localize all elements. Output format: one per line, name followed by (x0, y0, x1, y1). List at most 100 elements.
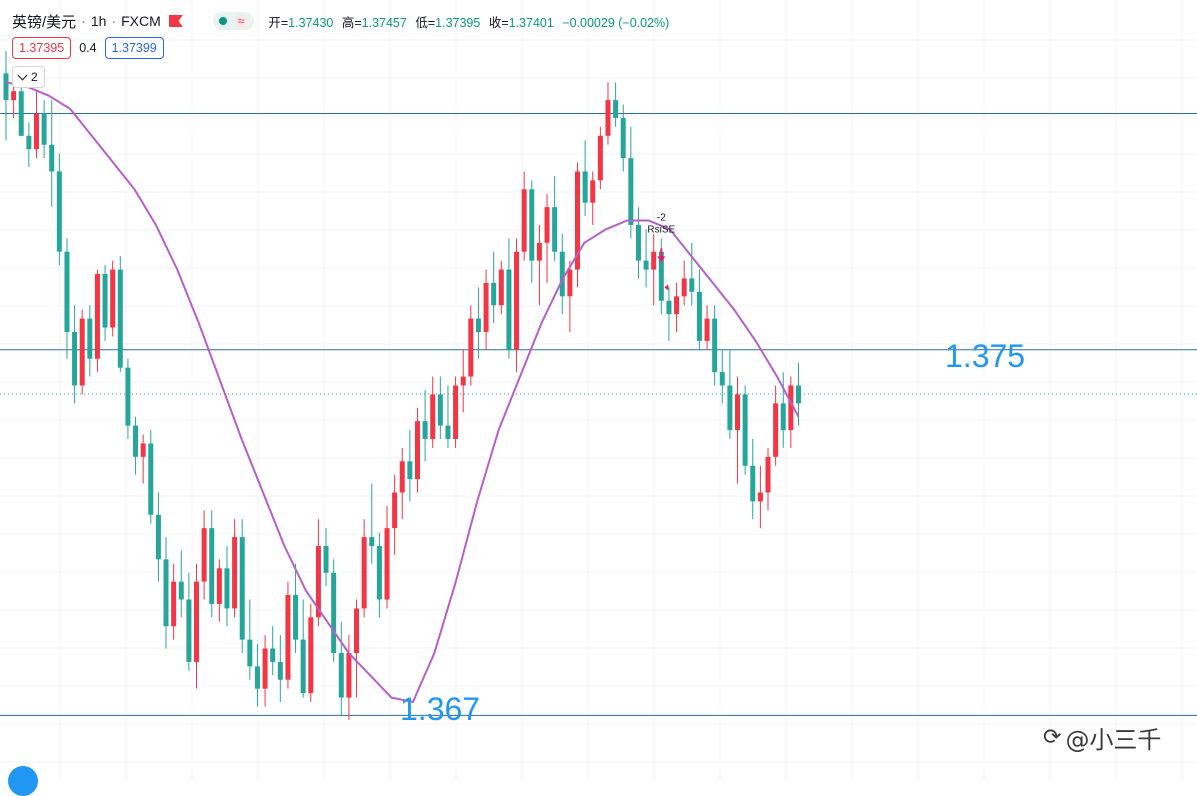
candle-up (544, 207, 550, 243)
ohlc-values: 开=1.37430 高=1.37457 低=1.37395 收=1.37401 … (268, 12, 669, 31)
candle-down (475, 318, 481, 332)
symbol-name[interactable]: 英镑/美元 (12, 13, 77, 31)
candle-up (194, 581, 199, 662)
candle-up (453, 385, 459, 439)
candle-up (788, 385, 794, 431)
candle-down (727, 385, 733, 431)
candle-up (605, 100, 611, 136)
candle-down (338, 652, 344, 698)
candle-up (430, 394, 436, 439)
candle-down (696, 291, 702, 341)
candle-down (102, 274, 108, 328)
exchange-label: FXCM (121, 13, 161, 29)
flag-icon[interactable] (169, 15, 183, 27)
candle-down (209, 528, 215, 604)
candle-down (666, 300, 672, 315)
candle-up (262, 648, 268, 689)
close-label: 收= (488, 15, 509, 30)
low-value: 1.37395 (435, 15, 481, 30)
level-label-1367: 1.367 (400, 691, 481, 728)
candle-down (491, 282, 497, 306)
candle-down (369, 537, 375, 546)
candle-down (719, 372, 725, 386)
candle-up (11, 91, 17, 101)
candle-up (110, 269, 116, 328)
candle-down (18, 91, 24, 136)
open-label: 开= (268, 15, 289, 30)
candle-up (735, 394, 741, 431)
spread-value: 0.4 (79, 41, 97, 55)
candle-up (315, 545, 321, 618)
candle-up (567, 269, 573, 297)
candle-up (681, 278, 687, 297)
candle-up (773, 403, 779, 457)
candle-down (422, 421, 428, 439)
candle-down (750, 465, 756, 502)
candle-down (795, 385, 801, 404)
candle-down (72, 331, 78, 386)
legend-separator: · (81, 13, 86, 29)
candle-down (559, 251, 565, 297)
watermark-text: @小三千 (1065, 726, 1162, 754)
signal-label-top: -2 (657, 212, 666, 223)
candle-down (407, 461, 413, 480)
candle-down (178, 581, 184, 600)
candle-up (94, 274, 100, 359)
candle-up (597, 135, 603, 181)
candle-down (186, 599, 192, 662)
candle-down (64, 251, 70, 332)
candle-up (757, 492, 763, 502)
candle-down (117, 269, 123, 368)
open-value: 1.37430 (288, 15, 334, 30)
change-value: −0.00029 (−0.02%) (562, 15, 670, 30)
delayed-data-icon: ≈ (233, 14, 249, 28)
candle-down (712, 318, 718, 373)
candle-down (56, 171, 62, 252)
candle-up (414, 421, 420, 480)
quote-bar: 1.37395 0.4 1.37399 (12, 37, 164, 59)
candle-down (506, 269, 512, 350)
candle-up (392, 492, 398, 529)
candle-down (620, 117, 626, 159)
interval-label[interactable]: 1h (90, 13, 107, 29)
legend-separator: · (111, 13, 117, 29)
candle-down (254, 666, 260, 689)
candle-down (239, 537, 245, 640)
candle-down (552, 207, 558, 252)
buy-button[interactable]: 1.37399 (104, 37, 164, 59)
candle-up (232, 537, 238, 609)
candle-down (293, 595, 299, 640)
candle-down (148, 443, 154, 515)
candle-up (536, 242, 542, 261)
candle-down (300, 639, 306, 694)
high-label: 高= (341, 15, 362, 30)
tradingview-logo-icon[interactable] (8, 766, 38, 796)
candle-up (33, 113, 39, 150)
low-label: 低= (415, 15, 436, 30)
level-label-1375: 1.375 (945, 337, 1026, 374)
market-status-pill[interactable]: ≈ (212, 12, 255, 30)
candle-down (163, 559, 169, 627)
weibo-logo-icon: ⟳ (1043, 725, 1062, 750)
indicators-toggle-button[interactable]: 2 (12, 66, 45, 88)
candle-up (498, 269, 504, 306)
candle-up (399, 461, 405, 493)
candle-down (613, 100, 619, 118)
candle-down (529, 189, 535, 261)
candle-up (674, 296, 680, 315)
candle-up (590, 180, 596, 203)
sell-button[interactable]: 1.37395 (12, 37, 72, 59)
candle-up (354, 608, 360, 653)
candle-up (140, 443, 146, 457)
candle-up (575, 171, 580, 270)
horizontal-levels[interactable] (0, 113, 1197, 716)
candle-up (651, 251, 657, 270)
candle-up (79, 318, 85, 386)
sell-arrow-icon (657, 248, 666, 263)
candle-down (582, 171, 588, 203)
candle-up (765, 456, 771, 493)
candle-up (521, 189, 527, 252)
candle-down (628, 158, 634, 225)
